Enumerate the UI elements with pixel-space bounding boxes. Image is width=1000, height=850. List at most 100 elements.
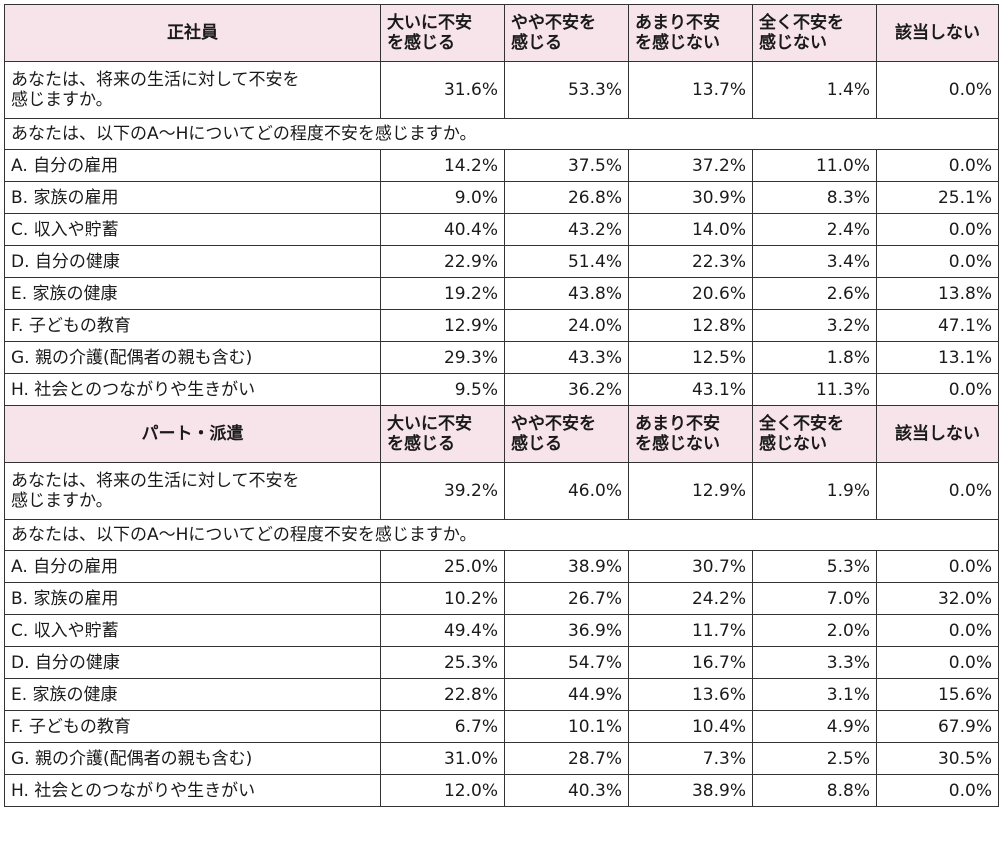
survey-table: 正社員 大いに不安 を感じる やや不安を 感じる あまり不安 を感じない 全く不安を 感じない該… [4, 4, 999, 807]
table-row: B. 家族の雇用 9.0% 26.8% 30.9% 8.3% 25.1% [4, 181, 999, 214]
item-label: C. 収入や貯蓄 [4, 614, 381, 647]
percentage-cell: 0.0% [876, 614, 999, 647]
subheading: あなたは、以下のA〜Hについてどの程度不安を感じますか。 [4, 118, 999, 150]
column-header-line: を感じる [387, 33, 455, 53]
question-line: 感じますか。 [11, 491, 113, 511]
percentage-cell: 12.0% [380, 774, 505, 807]
item-label: B. 家族の雇用 [4, 582, 381, 615]
item-label: F. 子どもの教育 [4, 309, 381, 342]
column-header: あまり不安 を感じない [628, 405, 753, 463]
percentage-cell: 36.9% [504, 614, 629, 647]
percentage-cell: 3.3% [752, 646, 877, 679]
percentage-cell: 31.6% [380, 61, 505, 119]
table-row: C. 収入や貯蓄 40.4% 43.2% 14.0% 2.4% 0.0% [4, 213, 999, 246]
percentage-cell: 1.9% [752, 462, 877, 520]
group-title: 正社員 [4, 4, 381, 62]
percentage-cell: 14.0% [628, 213, 753, 246]
table-row: E. 家族の健康 19.2% 43.8% 20.6% 2.6% 13.8% [4, 277, 999, 310]
item-label: B. 家族の雇用 [4, 181, 381, 214]
item-label: H. 社会とのつながりや生きがい [4, 373, 381, 406]
table-row: D. 自分の健康 25.3% 54.7% 16.7% 3.3% 0.0% [4, 646, 999, 679]
group-header-row: パート・派遣 大いに不安 を感じる やや不安を 感じる あまり不安 を感じない 全く不安を 感じ… [4, 405, 999, 463]
overall-question-row: あなたは、将来の生活に対して不安を 感じますか。 31.6% 53.3% 13.7% 1.… [4, 61, 999, 119]
column-header-line: を感じない [635, 434, 720, 454]
percentage-cell: 2.5% [752, 742, 877, 775]
percentage-cell: 15.6% [876, 678, 999, 711]
table-row: E. 家族の健康 22.8% 44.9% 13.6% 3.1% 15.6% [4, 678, 999, 711]
column-header-line: 該当しない [895, 424, 980, 444]
item-label: A. 自分の雇用 [4, 550, 381, 583]
table-row: G. 親の介護(配偶者の親も含む) 31.0% 28.7% 7.3% 2.5% 30.5% [4, 742, 999, 775]
survey-table-body: 正社員 大いに不安 を感じる やや不安を 感じる あまり不安 を感じない 全く不安を 感じない該… [4, 4, 999, 807]
percentage-cell: 43.1% [628, 373, 753, 406]
table-row: H. 社会とのつながりや生きがい 9.5% 36.2% 43.1% 11.3% 0.0% [4, 373, 999, 406]
column-header: 大いに不安 を感じる [380, 4, 505, 62]
percentage-cell: 43.2% [504, 213, 629, 246]
percentage-cell: 0.0% [876, 774, 999, 807]
percentage-cell: 10.2% [380, 582, 505, 615]
percentage-cell: 26.7% [504, 582, 629, 615]
column-header-line: を感じる [387, 434, 455, 454]
percentage-cell: 24.2% [628, 582, 753, 615]
percentage-cell: 30.7% [628, 550, 753, 583]
percentage-cell: 1.4% [752, 61, 877, 119]
percentage-cell: 13.8% [876, 277, 999, 310]
table-row: G. 親の介護(配偶者の親も含む) 29.3% 43.3% 12.5% 1.8% 13.1… [4, 341, 999, 374]
percentage-cell: 47.1% [876, 309, 999, 342]
column-header-line: 大いに不安 [387, 414, 472, 434]
percentage-cell: 26.8% [504, 181, 629, 214]
percentage-cell: 2.6% [752, 277, 877, 310]
percentage-cell: 22.3% [628, 245, 753, 278]
item-label: E. 家族の健康 [4, 678, 381, 711]
percentage-cell: 43.8% [504, 277, 629, 310]
percentage-cell: 3.2% [752, 309, 877, 342]
percentage-cell: 11.7% [628, 614, 753, 647]
question-line: あなたは、将来の生活に対して不安を [11, 471, 300, 491]
percentage-cell: 67.9% [876, 710, 999, 743]
percentage-cell: 14.2% [380, 149, 505, 182]
percentage-cell: 9.0% [380, 181, 505, 214]
subheading: あなたは、以下のA〜Hについてどの程度不安を感じますか。 [4, 519, 999, 551]
column-header-line: 感じる [511, 33, 562, 53]
percentage-cell: 39.2% [380, 462, 505, 520]
item-label: G. 親の介護(配偶者の親も含む) [4, 341, 381, 374]
column-header-line: 該当しない [895, 23, 980, 43]
percentage-cell: 13.1% [876, 341, 999, 374]
table-row: B. 家族の雇用 10.2% 26.7% 24.2% 7.0% 32.0% [4, 582, 999, 615]
subheading-row: あなたは、以下のA〜Hについてどの程度不安を感じますか。 [4, 118, 999, 150]
percentage-cell: 7.0% [752, 582, 877, 615]
percentage-cell: 0.0% [876, 61, 999, 119]
column-header: やや不安を 感じる [504, 4, 629, 62]
column-header-line: あまり不安 [635, 414, 720, 434]
percentage-cell: 25.3% [380, 646, 505, 679]
item-label: C. 収入や貯蓄 [4, 213, 381, 246]
column-header-line: 感じない [759, 33, 827, 53]
percentage-cell: 43.3% [504, 341, 629, 374]
percentage-cell: 19.2% [380, 277, 505, 310]
column-header: 該当しない [876, 4, 999, 62]
column-header: 全く不安を 感じない [752, 405, 877, 463]
percentage-cell: 31.0% [380, 742, 505, 775]
percentage-cell: 54.7% [504, 646, 629, 679]
percentage-cell: 12.8% [628, 309, 753, 342]
percentage-cell: 16.7% [628, 646, 753, 679]
percentage-cell: 24.0% [504, 309, 629, 342]
percentage-cell: 44.9% [504, 678, 629, 711]
percentage-cell: 32.0% [876, 582, 999, 615]
percentage-cell: 22.9% [380, 245, 505, 278]
table-row: D. 自分の健康 22.9% 51.4% 22.3% 3.4% 0.0% [4, 245, 999, 278]
question-line: あなたは、将来の生活に対して不安を [11, 70, 300, 90]
percentage-cell: 30.5% [876, 742, 999, 775]
percentage-cell: 37.5% [504, 149, 629, 182]
percentage-cell: 25.0% [380, 550, 505, 583]
percentage-cell: 49.4% [380, 614, 505, 647]
column-header-line: 大いに不安 [387, 13, 472, 33]
column-header-line: 全く不安を [759, 414, 844, 434]
percentage-cell: 12.9% [628, 462, 753, 520]
group-title: パート・派遣 [4, 405, 381, 463]
table-row: A. 自分の雇用 25.0% 38.9% 30.7% 5.3% 0.0% [4, 550, 999, 583]
percentage-cell: 0.0% [876, 462, 999, 520]
percentage-cell: 11.3% [752, 373, 877, 406]
percentage-cell: 53.3% [504, 61, 629, 119]
item-label: H. 社会とのつながりや生きがい [4, 774, 381, 807]
